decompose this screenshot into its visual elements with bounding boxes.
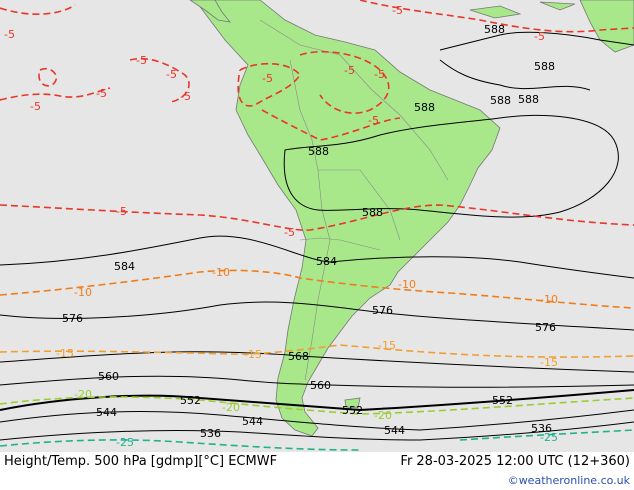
temp-label: -10 <box>74 286 92 299</box>
temp-label: -15 <box>378 339 396 352</box>
map-footer: Height/Temp. 500 hPa [gdmp][°C] ECMWF Fr… <box>0 452 634 490</box>
temp-label: -10 <box>398 278 416 291</box>
temp-label: -5 <box>374 68 385 81</box>
height-labels: 588 588 588 588 588 588 588 584 584 576 … <box>62 23 556 440</box>
temp-label: -20 <box>374 409 392 422</box>
africa-landmass <box>579 0 634 53</box>
temp-label: -5 <box>180 90 191 103</box>
height-label: 588 <box>484 23 505 36</box>
temp-label: -15 <box>244 348 262 361</box>
credit-link[interactable]: ©weatheronline.co.uk <box>507 474 630 487</box>
temp-label: -5 <box>344 64 355 77</box>
temp-label: -25 <box>116 436 134 449</box>
height-label: 584 <box>316 255 337 268</box>
height-label: 552 <box>342 404 363 417</box>
temp-minus25-contours <box>0 429 634 451</box>
height-label: 560 <box>310 379 331 392</box>
south-america-landmass <box>194 0 501 437</box>
height-label: 536 <box>531 422 552 435</box>
height-label: 588 <box>362 206 383 219</box>
temp-minus10-contours <box>0 269 634 309</box>
temp-label: -5 <box>262 72 273 85</box>
height-label: 588 <box>534 60 555 73</box>
temp-label: -5 <box>4 28 15 41</box>
temp-label: -10 <box>540 293 558 306</box>
height-label: 544 <box>384 424 405 437</box>
temp-label: -5 <box>96 87 107 100</box>
height-label: 552 <box>180 394 201 407</box>
height-label: 544 <box>242 415 263 428</box>
map-canvas: 588 588 588 588 588 588 588 584 584 576 … <box>0 0 634 451</box>
height-label: 552 <box>492 394 513 407</box>
temp-minus5-contours <box>0 0 634 231</box>
height-label: 536 <box>200 427 221 440</box>
height-label: 576 <box>62 312 83 325</box>
height-label: 568 <box>288 350 309 363</box>
height-label: 588 <box>490 94 511 107</box>
country-borders <box>259 19 449 381</box>
temp-label: -5 <box>116 205 127 218</box>
caribbean-island <box>539 1 576 11</box>
map-title: Height/Temp. 500 hPa [gdmp][°C] ECMWF <box>4 454 278 469</box>
height-label: 584 <box>114 260 135 273</box>
temp-label: -20 <box>74 388 92 401</box>
height-label: 588 <box>518 93 539 106</box>
temp-label: -25 <box>540 431 558 444</box>
temp-label: -10 <box>212 266 230 279</box>
temp-minus20-contours <box>0 396 634 415</box>
central-america <box>189 0 231 23</box>
height-label: 560 <box>98 370 119 383</box>
caribbean-island <box>469 5 522 19</box>
temp-label: -20 <box>222 401 240 414</box>
temp-label: -5 <box>368 114 379 127</box>
temp-label: -5 <box>136 54 147 67</box>
temp-label: -5 <box>30 100 41 113</box>
height-label: 588 <box>308 145 329 158</box>
falkland-islands <box>344 397 361 409</box>
temp-label: -5 <box>166 68 177 81</box>
forecast-datetime: Fr 28-03-2025 12:00 UTC (12+360) <box>400 454 630 469</box>
temp-label: -15 <box>540 356 558 369</box>
height-label: 544 <box>96 406 117 419</box>
height-label: 576 <box>372 304 393 317</box>
temp-minus15-contours <box>0 344 634 358</box>
temp-label: -15 <box>56 347 74 360</box>
temp-labels: -5 -5 -5 -5 -5 -5 -5 -5 -5 -5 -5 -5 -5 -… <box>4 4 558 449</box>
height-label: 576 <box>535 321 556 334</box>
temp-label: -5 <box>534 30 545 43</box>
height-label: 588 <box>414 101 435 114</box>
weather-map: 588 588 588 588 588 588 588 584 584 576 … <box>0 0 634 452</box>
temp-label: -5 <box>284 226 295 239</box>
temp-label: -5 <box>392 4 403 17</box>
